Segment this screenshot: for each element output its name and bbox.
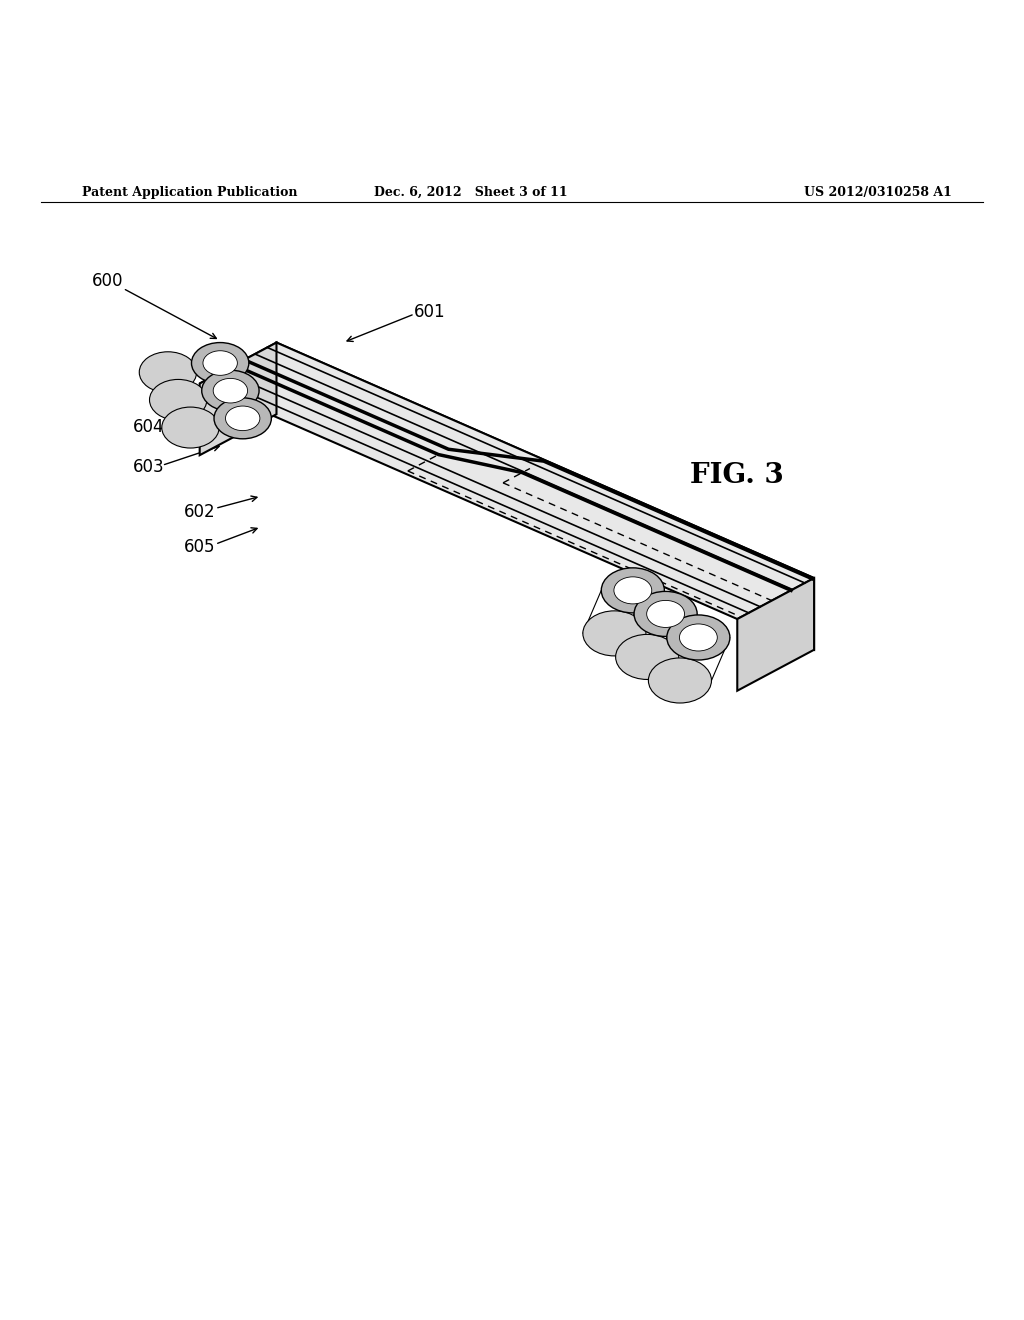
Ellipse shape [191, 343, 249, 384]
Text: 600: 600 [92, 272, 123, 290]
Ellipse shape [202, 370, 259, 411]
Text: FIG. 3: FIG. 3 [690, 462, 784, 490]
Ellipse shape [214, 397, 271, 438]
Ellipse shape [667, 615, 730, 660]
Text: 602: 602 [184, 503, 215, 520]
Polygon shape [200, 343, 814, 619]
Polygon shape [200, 343, 276, 455]
Polygon shape [583, 590, 665, 634]
Polygon shape [737, 578, 814, 690]
Polygon shape [150, 391, 259, 400]
Text: 605: 605 [184, 539, 215, 556]
Ellipse shape [225, 407, 260, 430]
Ellipse shape [139, 351, 197, 393]
Polygon shape [139, 363, 249, 372]
Ellipse shape [648, 657, 712, 704]
Polygon shape [162, 418, 271, 428]
Text: 603: 603 [133, 458, 164, 477]
Text: Dec. 6, 2012   Sheet 3 of 11: Dec. 6, 2012 Sheet 3 of 11 [374, 186, 568, 198]
Polygon shape [648, 638, 730, 681]
Ellipse shape [583, 611, 646, 656]
Ellipse shape [634, 591, 697, 636]
Ellipse shape [615, 635, 679, 680]
Ellipse shape [647, 601, 684, 627]
Text: 601: 601 [415, 302, 445, 321]
Ellipse shape [601, 568, 665, 612]
Ellipse shape [162, 407, 219, 447]
Ellipse shape [203, 351, 238, 375]
Ellipse shape [614, 577, 651, 603]
Ellipse shape [150, 379, 207, 420]
Text: US 2012/0310258 A1: US 2012/0310258 A1 [805, 186, 952, 198]
Text: 604: 604 [133, 417, 164, 436]
Polygon shape [276, 343, 814, 649]
Polygon shape [615, 614, 697, 657]
Ellipse shape [213, 379, 248, 403]
Ellipse shape [680, 624, 717, 651]
Text: Patent Application Publication: Patent Application Publication [82, 186, 297, 198]
